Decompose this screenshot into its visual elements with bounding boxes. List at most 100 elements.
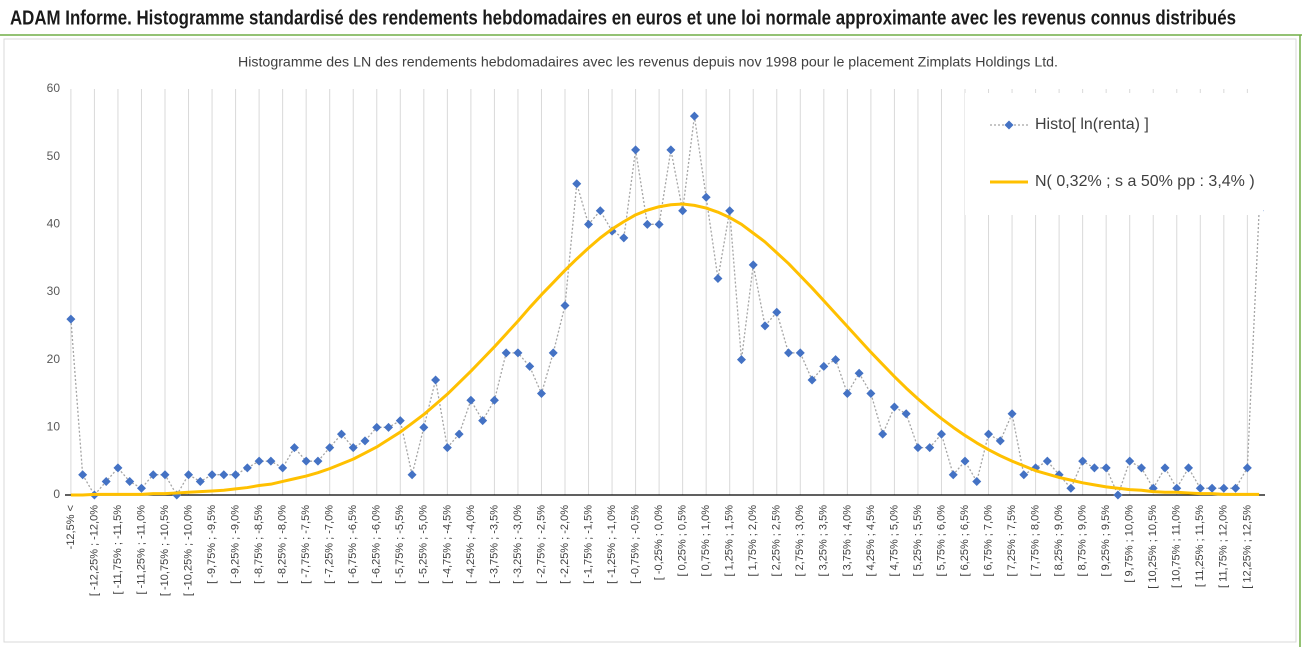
y-tick-label: 10 [47, 420, 61, 434]
x-tick-label: [ 7,25% ; 7,5% [1006, 505, 1018, 577]
x-tick-label: [ -4,75% ; -4,5% [441, 505, 453, 584]
x-tick-label: [ -10,75% ; -10,5% [159, 505, 171, 596]
x-tick-label: [ -1,75% ; -1,5% [582, 505, 594, 584]
x-tick-label: [ -6,25% ; -6,0% [371, 505, 383, 584]
data-point [325, 443, 335, 453]
x-tick-label: [ -9,25% ; -9,0% [229, 505, 241, 584]
data-point [595, 206, 605, 216]
x-tick-label: [ -11,75% ; -11,5% [112, 505, 124, 595]
data-point [242, 463, 252, 473]
data-point [525, 361, 535, 371]
x-tick-label: [ 6,75% ; 7,0% [982, 505, 994, 577]
page-title: ADAM Informe. Histogramme standardisé de… [10, 7, 1236, 29]
data-point [678, 206, 688, 216]
data-point [278, 463, 288, 473]
x-tick-label: [ 11,25% ; 11,5% [1194, 505, 1206, 587]
data-point [736, 355, 746, 365]
data-point [1042, 456, 1052, 466]
y-tick-label: 0 [53, 487, 60, 501]
x-tick-label: [ 4,25% ; 4,5% [865, 505, 877, 577]
x-tick-label: [ -9,75% ; -9,5% [206, 505, 218, 584]
data-point [536, 389, 546, 398]
data-point [713, 273, 723, 283]
x-tick-label: [ 8,75% ; 9,0% [1077, 505, 1089, 577]
data-point [784, 348, 794, 358]
data-point [1019, 470, 1029, 480]
x-tick-label: [ -5,25% ; -5,0% [418, 505, 430, 584]
chart-title: Histogramme des LN des rendements hebdom… [238, 54, 1058, 70]
x-tick-label: [ 9,25% ; 9,5% [1100, 505, 1112, 577]
data-point [301, 456, 311, 466]
legend-marker [1004, 120, 1014, 130]
data-point [795, 348, 805, 358]
data-point [501, 348, 511, 358]
data-point [513, 348, 523, 358]
data-point [478, 416, 488, 426]
data-point [219, 470, 229, 480]
x-tick-label: [ -6,75% ; -6,5% [347, 505, 359, 584]
data-point [1078, 456, 1088, 466]
data-point [689, 111, 699, 121]
plot [66, 111, 1264, 500]
data-point [1172, 483, 1182, 493]
data-point [701, 192, 711, 202]
x-tick-label: [ 3,25% ; 3,5% [818, 505, 830, 577]
data-point [78, 470, 88, 480]
x-tick-label: [ 1,25% ; 1,5% [724, 505, 736, 577]
data-point [936, 429, 946, 439]
data-point [1242, 463, 1252, 473]
data-point [995, 436, 1005, 446]
data-point [584, 219, 594, 229]
data-point [772, 307, 782, 317]
x-tick-label: [ -12,25% ; -12,0% [88, 505, 100, 596]
data-point [313, 456, 323, 466]
x-tick-label: [ 4,75% ; 5,0% [888, 505, 900, 577]
x-tick-label: -12,5% < [65, 505, 77, 549]
data-point [454, 429, 464, 439]
data-point [748, 260, 758, 270]
data-point [231, 470, 241, 480]
data-point [760, 321, 770, 331]
data-point [948, 470, 958, 480]
x-tick-label: [ -7,25% ; -7,0% [324, 505, 336, 584]
data-point [113, 463, 123, 473]
data-point [289, 443, 299, 453]
data-point [148, 470, 158, 480]
x-tick-label: [ -3,25% ; -3,0% [512, 505, 524, 584]
data-point [560, 301, 570, 311]
data-point [348, 443, 358, 453]
y-tick-label: 30 [47, 284, 61, 298]
x-tick-label: [ 7,75% ; 8,0% [1029, 505, 1041, 577]
normal-curve [70, 202, 1260, 497]
x-tick-label: [ 3,75% ; 4,0% [841, 505, 853, 577]
y-tick-label: 40 [47, 217, 61, 231]
data-point [266, 456, 276, 466]
data-point [984, 429, 994, 439]
data-point [136, 483, 146, 493]
x-tick-label: [ -0,75% ; -0,5% [629, 505, 641, 584]
x-tick-label: [ -2,25% ; -2,0% [559, 505, 571, 584]
x-tick-label: [ -8,25% ; -8,0% [277, 505, 289, 584]
data-point [572, 179, 582, 189]
data-point [466, 395, 476, 405]
x-tick-label: [ 8,25% ; 9,0% [1053, 505, 1065, 577]
data-point [666, 145, 676, 155]
chart-area [3, 38, 1297, 643]
x-tick-label: [ 10,25% ; 10,5% [1147, 505, 1159, 589]
data-point [207, 470, 217, 480]
data-point [866, 389, 876, 398]
x-tick-label: [ 6,25% ; 6,5% [959, 505, 971, 577]
x-tick-label: [ -8,75% ; -8,5% [253, 505, 265, 584]
data-point [195, 476, 205, 486]
y-tick-label: 20 [47, 352, 61, 366]
x-tick-label: [ 9,75% ; 10,0% [1124, 505, 1136, 583]
x-tick-label: [ -11,25% ; -11,0% [135, 505, 147, 595]
data-point [1231, 483, 1241, 493]
x-tick-label: [ -2,75% ; -2,5% [535, 505, 547, 584]
data-point [1113, 490, 1123, 500]
x-tick-label: [ 10,75% ; 11,0% [1171, 505, 1183, 588]
legend-box [965, 93, 1263, 215]
data-point [913, 443, 923, 453]
grid: 0 10 20 30 40 50 60 -12,5% < [ -12,25% ; -12,0% [… [47, 81, 1265, 596]
